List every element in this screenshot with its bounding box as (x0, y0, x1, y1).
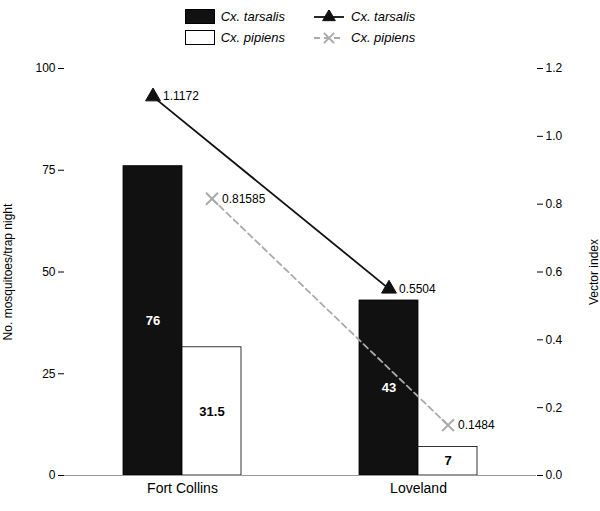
svg-text:50: 50 (42, 265, 56, 279)
svg-text:0.2: 0.2 (546, 401, 563, 415)
svg-text:0.4: 0.4 (546, 333, 563, 347)
svg-text:31.5: 31.5 (199, 404, 224, 419)
svg-text:0.5504: 0.5504 (399, 282, 436, 296)
svg-text:43: 43 (382, 380, 396, 395)
html-text:Cx. pipiens: Cx. pipiens (351, 30, 416, 45)
svg-text:Vector index: Vector index (587, 239, 600, 305)
svg-text:75: 75 (42, 163, 56, 177)
svg-text:Loveland: Loveland (390, 480, 447, 496)
svg-text:No. mosquitoes/trap night: No. mosquitoes/trap night (1, 203, 15, 340)
svg-text:0: 0 (49, 468, 56, 482)
svg-text:1.1172: 1.1172 (163, 89, 199, 103)
svg-text:0.0: 0.0 (546, 468, 563, 482)
html-text:Cx. tarsalis: Cx. tarsalis (351, 9, 416, 24)
svg-text:1.0: 1.0 (546, 129, 563, 143)
svg-text:7: 7 (444, 453, 451, 468)
svg-text:0.1484: 0.1484 (458, 418, 495, 432)
svg-text:1.2: 1.2 (546, 61, 563, 75)
svg-text:25: 25 (42, 367, 56, 381)
html-text:Cx. pipiens: Cx. pipiens (220, 30, 285, 45)
svg-text:Fort Collins: Fort Collins (147, 480, 218, 496)
svg-text:0.81585: 0.81585 (222, 192, 266, 206)
svg-text:76: 76 (146, 313, 160, 328)
html-text:Cx. tarsalis: Cx. tarsalis (220, 9, 285, 24)
svg-text:0.6: 0.6 (546, 265, 563, 279)
svg-text:100: 100 (35, 61, 55, 75)
svg-text:0.8: 0.8 (546, 197, 563, 211)
